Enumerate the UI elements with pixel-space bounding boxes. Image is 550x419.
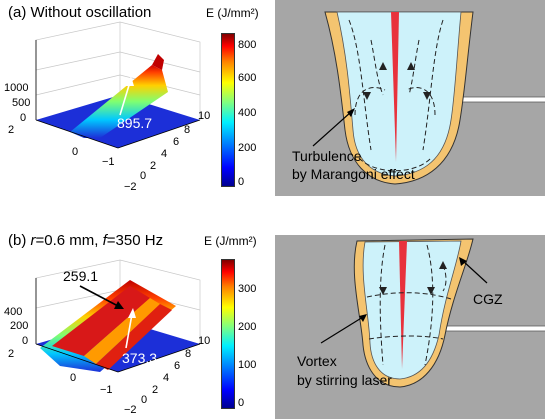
- bottom-x-tick-0: 0: [141, 394, 148, 406]
- top-cbar-tick-800: 800: [238, 39, 257, 51]
- top-y-tick-0: 0: [72, 146, 79, 158]
- bottom-ridge-back-crest: [96, 304, 172, 370]
- top-z-tick-1000: 1000: [4, 82, 29, 94]
- bottom-z-tick-400: 400: [4, 306, 23, 318]
- bottom-ridge-front-crest: [52, 286, 150, 356]
- top-cbar-tick-400: 400: [238, 107, 257, 119]
- bottom-flow-lines: [366, 244, 452, 366]
- bottom-pool-diagram: [275, 235, 545, 419]
- bottom-x-tick-neg2: −2: [124, 404, 137, 416]
- bottom-x-tick-10: 10: [198, 335, 211, 347]
- bottom-peak-label-1: 259.1: [63, 268, 99, 284]
- top-flow-lines: [348, 19, 444, 172]
- top-cbar-tick-0: 0: [238, 176, 245, 188]
- bottom-ridge-valley: [84, 298, 160, 364]
- bottom-plate-gap: [443, 326, 545, 331]
- bottom-cbar-tick-300: 300: [238, 283, 257, 295]
- bottom-z-tick-0: 0: [22, 335, 29, 347]
- top-x-tick-0: 0: [140, 170, 147, 182]
- top-x-tick-8: 8: [184, 124, 191, 136]
- top-ridge: [70, 65, 168, 138]
- bottom-cbar-tick-100: 100: [238, 359, 257, 371]
- bottom-cbar-tick-0: 0: [238, 397, 245, 409]
- bottom-cgz-label: CGZ: [473, 291, 503, 307]
- top-x-tick-10: 10: [198, 110, 211, 122]
- top-plate-gap: [443, 97, 545, 102]
- top-pool-label-1: Turbulence: [292, 148, 362, 164]
- bottom-surface-plot: [35, 259, 201, 373]
- top-pool-label-2: by Marangoni effect: [292, 166, 415, 182]
- bottom-colorbar: [221, 259, 235, 409]
- top-keyhole: [391, 12, 399, 162]
- bottom-x-tick-6: 6: [174, 360, 181, 372]
- bottom-pool-label-1: Vortex: [297, 353, 337, 369]
- bottom-keyhole: [399, 241, 407, 369]
- top-ridge-peak: [152, 54, 164, 70]
- top-surface-plot: [35, 21, 201, 149]
- top-x-tick-2: 2: [150, 160, 157, 172]
- top-peak-label: 895.7: [117, 115, 153, 131]
- top-colorbar-title: E (J/mm²): [206, 6, 259, 20]
- bottom-y-tick-0: 0: [70, 372, 77, 384]
- top-pool-diagram: [275, 0, 545, 196]
- top-x-tick-6: 6: [173, 136, 180, 148]
- bottom-pool-core: [362, 240, 462, 380]
- bottom-y-tick-2: 2: [8, 348, 15, 360]
- top-cbar-tick-200: 200: [238, 142, 257, 154]
- bottom-x-tick-2: 2: [152, 384, 159, 396]
- bottom-peak-label-2: 373.3: [122, 350, 158, 366]
- bottom-x-tick-8: 8: [185, 348, 192, 360]
- bottom-flow-arrows: [379, 261, 447, 295]
- top-cbar-tick-600: 600: [238, 72, 257, 84]
- bottom-y-tick-neg1: −1: [100, 384, 113, 396]
- top-y-tick-2: 2: [8, 124, 15, 136]
- bottom-x-tick-4: 4: [163, 372, 170, 384]
- bottom-z-tick-200: 200: [10, 320, 29, 332]
- top-y-tick-neg1: −1: [102, 156, 115, 168]
- top-colorbar: [221, 33, 235, 187]
- top-flow-arrows: [363, 62, 431, 100]
- top-panel-title: (a) Without oscillation: [8, 4, 152, 21]
- top-z-tick-500: 500: [12, 97, 31, 109]
- top-pool-core: [336, 11, 462, 177]
- top-x-tick-4: 4: [161, 148, 168, 160]
- bottom-panel-title: (b) r=0.6 mm, f=350 Hz: [8, 232, 164, 249]
- bottom-cbar-tick-200: 200: [238, 321, 257, 333]
- top-z-tick-0: 0: [20, 112, 27, 124]
- bottom-colorbar-title: E (J/mm²): [204, 234, 257, 248]
- bottom-pool-label-2: by stirring laser: [297, 372, 392, 388]
- top-x-tick-neg2: −2: [124, 181, 137, 193]
